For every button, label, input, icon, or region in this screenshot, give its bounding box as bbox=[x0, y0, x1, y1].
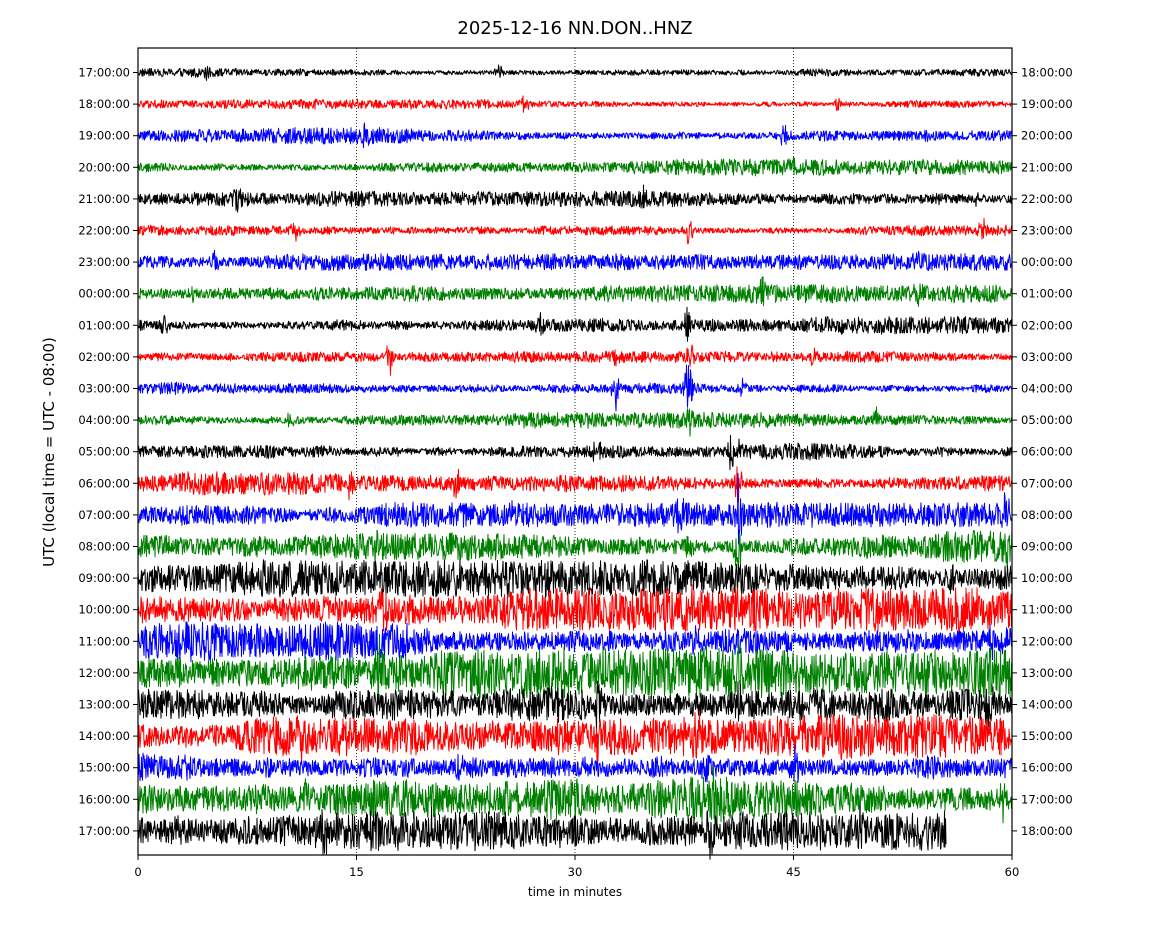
y-tick-label-left: 12:00:00 bbox=[78, 666, 130, 680]
trace-15 bbox=[137, 529, 1013, 571]
x-tick-label: 0 bbox=[134, 865, 141, 879]
y-tick-label-left: 21:00:00 bbox=[78, 192, 130, 206]
x-axis-label: time in minutes bbox=[528, 885, 622, 899]
y-tick-label-left: 17:00:00 bbox=[78, 824, 130, 838]
x-tick-label: 30 bbox=[568, 865, 583, 879]
trace-16 bbox=[137, 558, 1013, 598]
chart-title: 2025-12-16 NN.DON..HNZ bbox=[457, 18, 692, 39]
trace-22 bbox=[137, 745, 1013, 783]
y-tick-label-left: 16:00:00 bbox=[78, 792, 130, 806]
y-tick-label-left: 03:00:00 bbox=[78, 382, 130, 396]
y-tick-label-left: 17:00:00 bbox=[78, 66, 130, 80]
trace-8 bbox=[137, 306, 1013, 342]
trace-18 bbox=[137, 621, 1013, 673]
trace-1 bbox=[137, 95, 1013, 113]
trace-0 bbox=[137, 64, 1013, 81]
trace-layer bbox=[137, 64, 1013, 860]
trace-9 bbox=[137, 344, 1013, 376]
y-tick-label-right: 05:00:00 bbox=[1021, 413, 1073, 427]
trace-3 bbox=[137, 156, 1013, 177]
trace-6 bbox=[137, 249, 1013, 272]
y-tick-label-left: 20:00:00 bbox=[78, 160, 130, 174]
y-tick-label-right: 18:00:00 bbox=[1021, 824, 1073, 838]
axis-layer: 0 15 30 45 60 17:00:00 18:00:00 19:00:00 20:00:0… bbox=[78, 66, 1072, 880]
y-tick-label-right: 19:00:00 bbox=[1021, 97, 1073, 111]
x-tick-label: 45 bbox=[786, 865, 801, 879]
trace-13 bbox=[137, 466, 1013, 503]
y-axis-label: UTC (local time = UTC - 08:00) bbox=[40, 337, 58, 567]
y-tick-label-left: 01:00:00 bbox=[78, 318, 130, 332]
y-tick-label-right: 03:00:00 bbox=[1021, 350, 1073, 364]
y-tick-label-right: 00:00:00 bbox=[1021, 255, 1073, 269]
trace-21 bbox=[137, 710, 1013, 768]
y-tick-label-right: 20:00:00 bbox=[1021, 129, 1073, 143]
trace-19 bbox=[137, 633, 1013, 707]
trace-5 bbox=[137, 217, 1013, 245]
y-tick-label-right: 23:00:00 bbox=[1021, 224, 1073, 238]
y-tick-label-left: 06:00:00 bbox=[78, 476, 130, 490]
x-tick-label: 60 bbox=[1005, 865, 1020, 879]
y-tick-label-left: 10:00:00 bbox=[78, 603, 130, 617]
y-tick-label-left: 15:00:00 bbox=[78, 761, 130, 775]
y-tick-label-left: 13:00:00 bbox=[78, 698, 130, 712]
trace-12 bbox=[137, 434, 1013, 471]
y-tick-label-left: 22:00:00 bbox=[78, 224, 130, 238]
y-tick-label-left: 23:00:00 bbox=[78, 255, 130, 269]
y-tick-label-left: 19:00:00 bbox=[78, 129, 130, 143]
y-tick-label-right: 07:00:00 bbox=[1021, 476, 1073, 490]
y-tick-label-right: 13:00:00 bbox=[1021, 666, 1073, 680]
y-tick-label-left: 08:00:00 bbox=[78, 540, 130, 554]
x-tick-label: 15 bbox=[349, 865, 364, 879]
y-tick-label-right: 04:00:00 bbox=[1021, 382, 1073, 396]
y-tick-label-left: 07:00:00 bbox=[78, 508, 130, 522]
y-tick-label-right: 18:00:00 bbox=[1021, 66, 1073, 80]
trace-14 bbox=[137, 473, 1013, 545]
y-tick-label-right: 08:00:00 bbox=[1021, 508, 1073, 522]
grid-layer bbox=[356, 48, 794, 855]
y-tick-label-right: 02:00:00 bbox=[1021, 318, 1073, 332]
trace-17 bbox=[137, 584, 1013, 633]
trace-24 bbox=[137, 805, 947, 860]
y-tick-label-left: 18:00:00 bbox=[78, 97, 130, 111]
trace-4 bbox=[137, 184, 1013, 213]
y-tick-label-right: 21:00:00 bbox=[1021, 160, 1073, 174]
y-tick-label-left: 09:00:00 bbox=[78, 571, 130, 585]
y-tick-label-left: 11:00:00 bbox=[78, 634, 130, 648]
trace-7 bbox=[137, 276, 1013, 307]
y-tick-label-right: 11:00:00 bbox=[1021, 603, 1073, 617]
trace-2 bbox=[137, 122, 1013, 149]
y-tick-label-right: 16:00:00 bbox=[1021, 761, 1073, 775]
y-tick-label-left: 02:00:00 bbox=[78, 350, 130, 364]
y-tick-label-left: 04:00:00 bbox=[78, 413, 130, 427]
y-tick-label-right: 15:00:00 bbox=[1021, 729, 1073, 743]
y-tick-label-left: 14:00:00 bbox=[78, 729, 130, 743]
trace-11 bbox=[137, 406, 1013, 437]
y-tick-label-right: 14:00:00 bbox=[1021, 698, 1073, 712]
trace-20 bbox=[137, 680, 1013, 731]
y-tick-label-right: 10:00:00 bbox=[1021, 571, 1073, 585]
y-tick-label-left: 00:00:00 bbox=[78, 287, 130, 301]
y-tick-label-right: 22:00:00 bbox=[1021, 192, 1073, 206]
y-tick-label-right: 12:00:00 bbox=[1021, 634, 1073, 648]
y-tick-label-right: 17:00:00 bbox=[1021, 792, 1073, 806]
y-tick-label-right: 06:00:00 bbox=[1021, 445, 1073, 459]
trace-10 bbox=[137, 364, 1013, 412]
y-tick-label-right: 01:00:00 bbox=[1021, 287, 1073, 301]
y-tick-label-left: 05:00:00 bbox=[78, 445, 130, 459]
y-tick-label-right: 09:00:00 bbox=[1021, 540, 1073, 554]
